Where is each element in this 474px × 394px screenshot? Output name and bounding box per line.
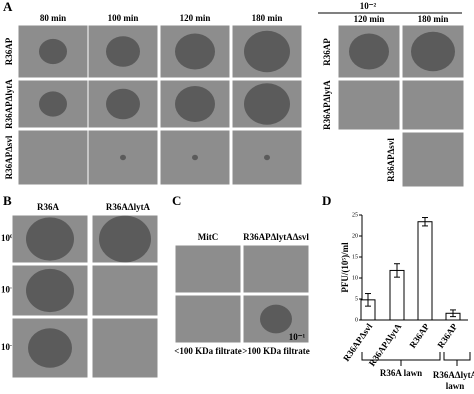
column-header: 100 min [108, 13, 139, 23]
bar [389, 269, 405, 321]
y-tick-label: 5 [355, 296, 358, 302]
y-tick-label: 25 [352, 212, 358, 218]
micrograph [401, 79, 465, 131]
dilution-label: 10⁻² [360, 1, 377, 11]
y-tick-label: 15 [352, 254, 358, 260]
plaque [28, 328, 72, 368]
plaque [175, 33, 215, 70]
row-label: R36APΔlytA [4, 79, 14, 129]
column-header: R36A [37, 202, 59, 212]
row-label: 10⁻¹ [1, 285, 18, 295]
plaque [39, 91, 67, 117]
micrograph [337, 79, 401, 131]
x-tick-label: R36AP [435, 321, 459, 350]
group-bracket [361, 352, 441, 366]
row-label: R36APΔsvl [4, 135, 14, 179]
plaque [349, 33, 389, 70]
micrograph [91, 317, 159, 379]
micrograph [17, 129, 89, 186]
y-tick-label: 10 [352, 275, 358, 281]
group-label: R36AΔlytA [433, 370, 474, 380]
row-label: R36AP [322, 38, 332, 66]
plaque [120, 154, 126, 161]
panel-label: D [322, 193, 331, 208]
y-tick-label: 0 [355, 317, 358, 323]
micrograph [401, 131, 465, 188]
y-axis-label: PFU/(10⁵)/ml [340, 242, 350, 293]
plaque [244, 30, 290, 73]
plaque [411, 31, 455, 72]
group-label: R36A lawn [380, 368, 422, 378]
column-header: 180 min [252, 13, 283, 23]
row-label: 10⁰ [1, 233, 14, 243]
x-tick-label: R36AP [407, 321, 431, 350]
plaque [106, 88, 140, 120]
row-label: R36APΔsvl [386, 138, 396, 182]
group-label: lawn [446, 381, 465, 391]
group-bracket [443, 352, 471, 366]
plaque [99, 215, 151, 263]
column-header: 80 min [40, 13, 66, 23]
inset-label: 10⁻¹ [289, 332, 306, 342]
panel-label: A [3, 0, 13, 14]
micrograph [174, 244, 242, 294]
micrograph [242, 244, 310, 294]
column-header: 180 min [418, 14, 449, 24]
row-label: 10⁻² [1, 342, 18, 352]
plaque [106, 36, 140, 67]
column-header: MitC [198, 232, 219, 242]
column-header: R36AΔlytA [106, 202, 151, 212]
panel-label: B [3, 193, 12, 208]
plaque [264, 154, 270, 161]
plaque [244, 83, 290, 125]
plaque [26, 268, 74, 313]
footer: >100 KDa filtrate [242, 346, 310, 356]
column-header: R36APΔlytAΔsvl [243, 232, 309, 242]
plaque [39, 38, 67, 65]
y-tick-label: 20 [352, 233, 358, 239]
row-label: R36APΔlytA [322, 80, 332, 130]
footer: <100 KDa filtrate [174, 346, 242, 356]
micrograph [174, 294, 242, 344]
panel-label: C [172, 193, 181, 208]
column-header: 120 min [354, 14, 385, 24]
plaque [192, 154, 198, 161]
column-header: 120 min [180, 13, 211, 23]
row-label: R36AP [4, 37, 14, 65]
micrograph [91, 264, 159, 317]
bar [417, 221, 433, 321]
plaque [26, 217, 74, 261]
plaque [175, 86, 215, 122]
plaque [260, 304, 292, 334]
